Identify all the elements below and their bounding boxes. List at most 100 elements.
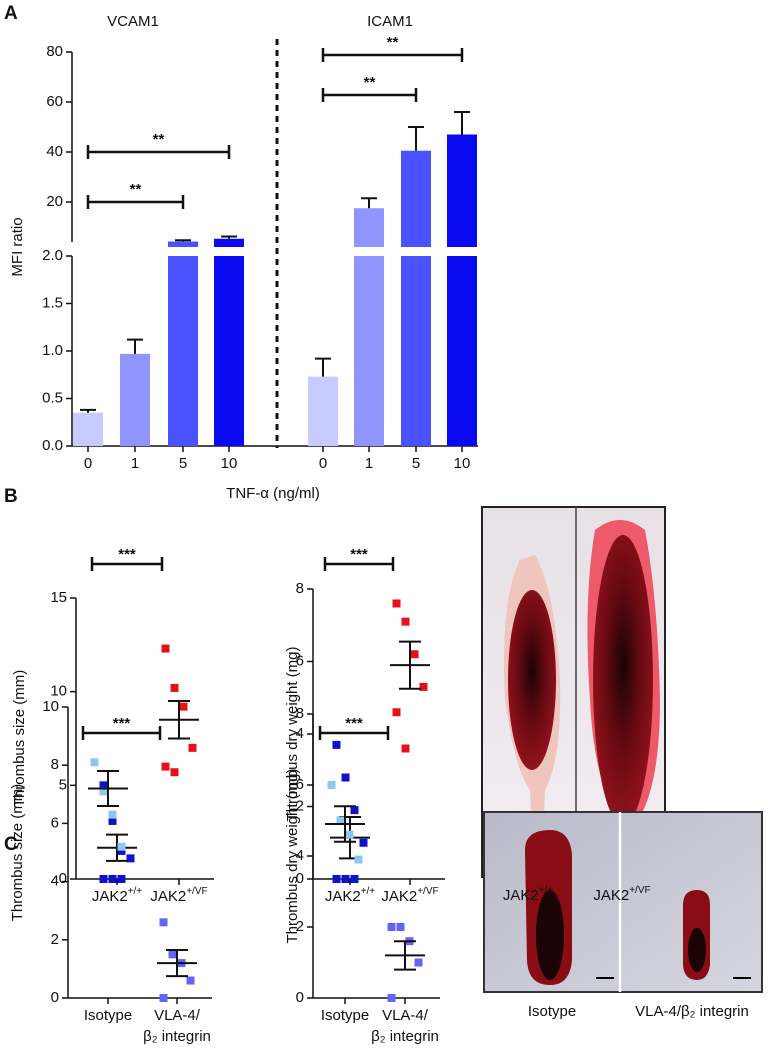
significance-label: ** xyxy=(364,74,376,91)
y-tick-label: 20 xyxy=(46,193,63,210)
point xyxy=(117,846,126,855)
error-bar xyxy=(361,197,377,209)
y-tick-label: 8 xyxy=(296,705,304,722)
point xyxy=(350,875,359,883)
bar xyxy=(168,241,198,446)
point xyxy=(188,743,197,752)
x-tick-label: 5 xyxy=(412,455,420,472)
bar xyxy=(73,412,103,446)
point xyxy=(99,875,108,883)
significance-bracket xyxy=(90,557,164,571)
point xyxy=(117,842,126,851)
photo-caption: Isotype xyxy=(528,1003,576,1020)
x-tick-label: 5 xyxy=(179,455,187,472)
photo-caption: JAK2+/VF xyxy=(593,885,650,904)
bar xyxy=(214,238,244,446)
y-tick-label: 0.0 xyxy=(42,437,63,454)
y-tick-label: 1.0 xyxy=(42,342,63,359)
point xyxy=(392,599,401,608)
y-tick-label: 0.5 xyxy=(42,389,63,406)
photo-caption: VLA-4/β₂ integrin xyxy=(635,1003,749,1020)
bar xyxy=(401,150,431,446)
significance-bracket xyxy=(86,195,185,209)
x-tick-label: JAK2+/VF xyxy=(381,886,438,905)
error-bar xyxy=(408,126,424,151)
significance-bracket xyxy=(323,557,395,571)
point xyxy=(99,787,108,796)
photo-caption-base: JAK2 xyxy=(503,887,539,904)
y-tick-label: 15 xyxy=(50,589,67,606)
bar xyxy=(120,353,150,446)
point xyxy=(354,855,363,864)
sem-bar xyxy=(399,640,421,690)
sem-bar xyxy=(394,940,416,971)
x-tick-label: 10 xyxy=(221,455,238,472)
error-bar xyxy=(315,357,331,377)
x-tick-label-base: JAK2 xyxy=(92,888,128,905)
point xyxy=(186,976,195,985)
point xyxy=(419,682,428,691)
significance-label: ** xyxy=(153,131,165,148)
y-tick-label: 4 xyxy=(296,847,304,864)
x-tick-label: JAK2+/+ xyxy=(325,886,375,905)
point xyxy=(341,875,350,883)
error-bar xyxy=(175,239,191,242)
significance-label: *** xyxy=(350,546,368,563)
x-tick-label-sup: +/VF xyxy=(417,886,438,897)
error-bar xyxy=(80,408,96,413)
sem-bar xyxy=(168,700,190,740)
x-tick-label: JAK2+/+ xyxy=(92,886,142,905)
y-tick-label: 10 xyxy=(42,698,59,715)
y-tick-label: 2.0 xyxy=(42,247,63,264)
significance-bracket xyxy=(86,145,231,159)
y-tick-label: 6 xyxy=(296,776,304,793)
point xyxy=(108,875,117,883)
point xyxy=(350,806,359,815)
point xyxy=(179,702,188,711)
x-tick-label: 0 xyxy=(319,455,327,472)
point xyxy=(332,875,341,883)
y-tick-label: 0 xyxy=(51,989,59,1006)
point xyxy=(392,708,401,717)
error-bar xyxy=(221,235,237,239)
y-axis-label: Thrombus size (mm) xyxy=(11,670,28,808)
y-tick-label: 4 xyxy=(296,725,304,742)
x-tick-label: 10 xyxy=(454,455,471,472)
point xyxy=(410,650,419,659)
point xyxy=(126,854,135,863)
point xyxy=(345,830,354,839)
significance-label: ** xyxy=(387,34,399,51)
point xyxy=(170,768,179,777)
point xyxy=(387,994,396,1002)
x-tick-label-sup: +/VF xyxy=(186,886,207,897)
y-tick-label: 6 xyxy=(51,814,59,831)
error-bar xyxy=(127,338,143,354)
y-tick-label: 5 xyxy=(59,776,67,793)
y-tick-label: 10 xyxy=(50,683,67,700)
x-tick-label: 1 xyxy=(131,455,139,472)
sem-bar xyxy=(97,770,119,807)
x-tick-label: JAK2+/VF xyxy=(150,886,207,905)
point xyxy=(387,923,396,931)
point xyxy=(341,773,350,782)
point xyxy=(414,958,423,967)
point xyxy=(159,994,168,1002)
significance-label: *** xyxy=(113,715,131,732)
x-tick-label: β₂ integrin xyxy=(371,1028,439,1045)
y-tick-label: 60 xyxy=(46,93,63,110)
y-tick-label: 2 xyxy=(51,931,59,948)
series-title: ICAM1 xyxy=(367,13,413,30)
point xyxy=(161,762,170,771)
y-tick-label: 4 xyxy=(51,873,59,890)
point xyxy=(161,644,170,653)
bar xyxy=(447,134,477,446)
photo-caption-base: JAK2 xyxy=(593,887,629,904)
y-tick-label: 80 xyxy=(46,43,63,60)
significance-bracket xyxy=(321,48,464,62)
point xyxy=(359,838,368,847)
point xyxy=(99,781,108,790)
error-bar xyxy=(454,111,470,135)
x-tick-label-base: JAK2 xyxy=(150,888,186,905)
bar xyxy=(308,376,338,446)
series-title: VCAM1 xyxy=(107,13,159,30)
